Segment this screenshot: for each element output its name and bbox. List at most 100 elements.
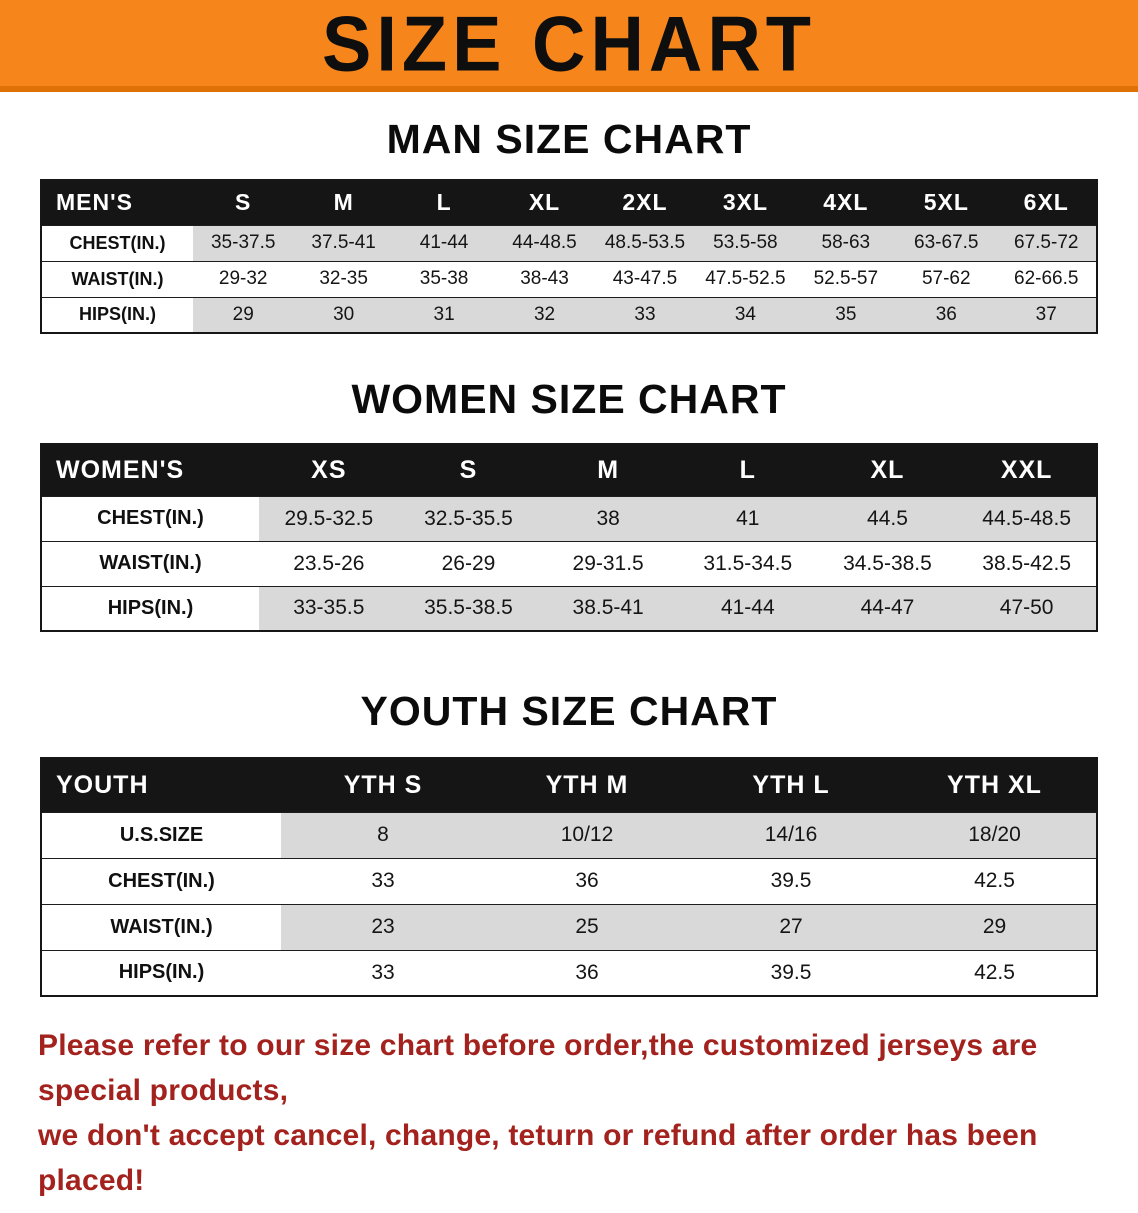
youth-table-wrap: YOUTH YTH S YTH M YTH L YTH XL U.S.SIZE 8 10/12…	[0, 757, 1138, 997]
data-cell: 42.5	[893, 857, 1097, 904]
table-row: U.S.SIZE 8 10/12 14/16 18/20	[41, 811, 1097, 858]
size-header-cell: XL	[817, 444, 958, 496]
data-cell: 53.5-58	[695, 224, 796, 261]
data-cell: 48.5-53.5	[594, 224, 696, 261]
data-cell: 29	[193, 296, 294, 333]
table-title-cell: YOUTH	[41, 758, 281, 812]
data-cell: 35-38	[393, 260, 495, 297]
table-row: CHEST(IN.) 33 36 39.5 42.5	[41, 857, 1097, 904]
data-cell: 44-47	[817, 585, 958, 631]
data-cell: 57-62	[896, 260, 997, 297]
data-cell: 62-66.5	[996, 260, 1097, 297]
women-table-wrap: WOMEN'S XS S M L XL XXL CHEST(IN.) 29.5-32.5 32.5…	[0, 443, 1138, 632]
size-header-cell: 3XL	[695, 180, 796, 225]
data-cell: 47.5-52.5	[695, 260, 796, 297]
row-label-cell: CHEST(IN.)	[41, 224, 193, 261]
row-label-cell: HIPS(IN.)	[41, 949, 281, 996]
data-cell: 31	[393, 296, 495, 333]
data-cell: 37.5-41	[293, 224, 394, 261]
data-cell: 26-29	[398, 540, 539, 586]
table-title-cell: MEN'S	[41, 180, 193, 225]
row-label-cell: WAIST(IN.)	[41, 260, 193, 297]
data-cell: 38	[538, 495, 678, 541]
table-row: WAIST(IN.) 23.5-26 26-29 29-31.5 31.5-34.5 34…	[41, 540, 1097, 586]
row-label-cell: WAIST(IN.)	[41, 903, 281, 950]
row-label-cell: WAIST(IN.)	[41, 540, 259, 586]
table-header-row: WOMEN'S XS S M L XL XXL	[41, 444, 1097, 496]
data-cell: 38-43	[494, 260, 595, 297]
size-header-cell: M	[538, 444, 678, 496]
page-title: SIZE CHART	[322, 0, 816, 87]
data-cell: 47-50	[957, 585, 1097, 631]
data-cell: 29-31.5	[538, 540, 678, 586]
data-cell: 23.5-26	[259, 540, 399, 586]
table-row: CHEST(IN.) 29.5-32.5 32.5-35.5 38 41 44.5 44.5…	[41, 495, 1097, 541]
youth-section-heading: YOUTH SIZE CHART	[360, 688, 778, 734]
size-header-cell: L	[677, 444, 818, 496]
row-label-cell: HIPS(IN.)	[41, 585, 259, 631]
youth-size-table: YOUTH YTH S YTH M YTH L YTH XL U.S.SIZE 8 10/12…	[40, 757, 1098, 997]
table-header-row: YOUTH YTH S YTH M YTH L YTH XL	[41, 758, 1097, 812]
size-header-cell: XL	[494, 180, 595, 225]
data-cell: 41-44	[393, 224, 495, 261]
data-cell: 29-32	[193, 260, 294, 297]
size-header-cell: XXL	[957, 444, 1097, 496]
data-cell: 41-44	[677, 585, 818, 631]
data-cell: 35-37.5	[193, 224, 294, 261]
disclaimer-line-1: Please refer to our size chart before or…	[38, 1029, 1038, 1107]
women-size-section: WOMEN SIZE CHART WOMEN'S XS S M L XL XXL CHEST(…	[0, 376, 1138, 632]
data-cell: 35.5-38.5	[398, 585, 539, 631]
disclaimer: Please refer to our size chart before or…	[38, 1023, 1100, 1203]
disclaimer-line-2: we don't accept cancel, change, teturn o…	[38, 1119, 1038, 1197]
data-cell: 58-63	[795, 224, 897, 261]
data-cell: 23	[281, 903, 485, 950]
table-row: WAIST(IN.) 29-32 32-35 35-38 38-43 43-47.5 47.…	[41, 260, 1097, 297]
data-cell: 67.5-72	[996, 224, 1097, 261]
men-size-table: MEN'S S M L XL 2XL 3XL 4XL 5XL 6XL CHEST(IN.) 35-37…	[40, 179, 1098, 334]
youth-size-section: YOUTH SIZE CHART YOUTH YTH S YTH M YTH L YTH…	[0, 688, 1138, 997]
data-cell: 32	[494, 296, 595, 333]
data-cell: 33	[594, 296, 696, 333]
data-cell: 41	[677, 495, 818, 541]
men-size-section: MAN SIZE CHART MEN'S S M L XL 2XL 3XL 4XL 5XL 6XL…	[0, 116, 1138, 334]
data-cell: 36	[485, 949, 689, 996]
size-header-cell: M	[293, 180, 394, 225]
data-cell: 37	[996, 296, 1097, 333]
men-table-wrap: MEN'S S M L XL 2XL 3XL 4XL 5XL 6XL CHEST(IN.) 35-37…	[0, 179, 1138, 334]
data-cell: 38.5-41	[538, 585, 678, 631]
data-cell: 39.5	[689, 857, 893, 904]
size-header-cell: XS	[259, 444, 399, 496]
data-cell: 29	[893, 903, 1097, 950]
data-cell: 33	[281, 949, 485, 996]
data-cell: 33-35.5	[259, 585, 399, 631]
size-header-cell: YTH XL	[893, 758, 1097, 812]
table-row: HIPS(IN.) 33 36 39.5 42.5	[41, 949, 1097, 996]
data-cell: 8	[281, 811, 485, 858]
size-header-cell: 4XL	[795, 180, 897, 225]
data-cell: 35	[795, 296, 897, 333]
data-cell: 29.5-32.5	[259, 495, 399, 541]
data-cell: 44.5-48.5	[957, 495, 1097, 541]
row-label-cell: CHEST(IN.)	[41, 857, 281, 904]
size-charts: MAN SIZE CHART MEN'S S M L XL 2XL 3XL 4XL 5XL 6XL…	[0, 116, 1138, 997]
table-header-row: MEN'S S M L XL 2XL 3XL 4XL 5XL 6XL	[41, 180, 1097, 225]
data-cell: 39.5	[689, 949, 893, 996]
data-cell: 34	[695, 296, 796, 333]
size-header-cell: L	[393, 180, 495, 225]
data-cell: 63-67.5	[896, 224, 997, 261]
size-header-cell: 2XL	[594, 180, 696, 225]
data-cell: 18/20	[893, 811, 1097, 858]
banner: SIZE CHART	[0, 0, 1138, 92]
data-cell: 31.5-34.5	[677, 540, 818, 586]
men-section-heading: MAN SIZE CHART	[386, 116, 752, 162]
size-header-cell: YTH L	[689, 758, 893, 812]
data-cell: 27	[689, 903, 893, 950]
data-cell: 44.5	[817, 495, 958, 541]
data-cell: 36	[896, 296, 997, 333]
row-label-cell: U.S.SIZE	[41, 811, 281, 858]
women-section-heading: WOMEN SIZE CHART	[351, 376, 787, 422]
data-cell: 32-35	[293, 260, 394, 297]
size-header-cell: 5XL	[896, 180, 997, 225]
data-cell: 38.5-42.5	[957, 540, 1097, 586]
